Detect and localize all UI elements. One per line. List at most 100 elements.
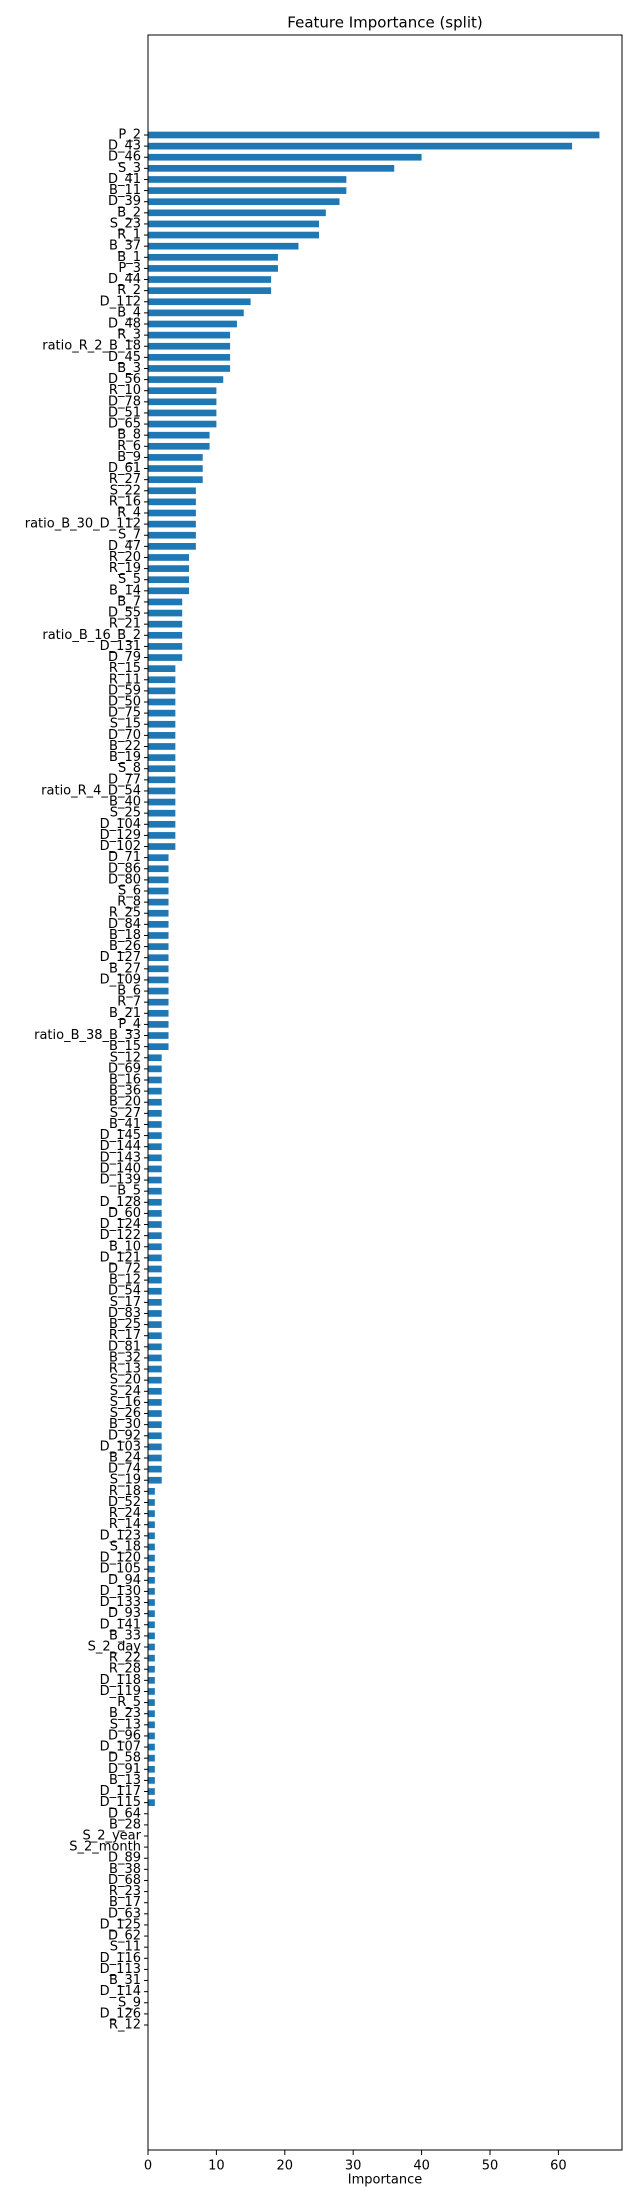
bar — [148, 1588, 155, 1595]
y-tick-label: B_7 — [117, 594, 141, 609]
bar — [148, 1254, 162, 1262]
y-tick-label: ratio_R_4_D_54 — [41, 783, 141, 798]
bar — [148, 198, 340, 206]
y-tick-label: D_89 — [108, 1851, 141, 1866]
y-tick-label: S_7 — [118, 528, 141, 543]
bar — [148, 420, 217, 428]
y-tick-label: S_20 — [110, 1373, 141, 1388]
bar — [148, 509, 196, 517]
bar — [148, 909, 169, 917]
y-tick-label: D_86 — [108, 861, 141, 876]
y-tick-label: B_8 — [117, 428, 141, 443]
bar — [148, 276, 272, 283]
bar — [148, 1009, 169, 1017]
bar — [148, 1643, 155, 1651]
y-tick-label: D_61 — [108, 461, 141, 476]
bar — [148, 1799, 155, 1806]
y-tick-label: S_17 — [110, 1295, 141, 1310]
y-tick-label: D_125 — [100, 1917, 141, 1932]
y-tick-label: R_1 — [117, 228, 141, 243]
bar — [148, 1421, 162, 1428]
x-tick-label: 40 — [413, 2159, 430, 2174]
bar — [148, 309, 244, 317]
y-tick-label: D_74 — [108, 1462, 141, 1477]
y-tick-label: S_22 — [110, 483, 141, 498]
y-tick-label: D_104 — [100, 817, 141, 832]
y-tick-label: D_116 — [100, 1951, 141, 1966]
bar — [148, 442, 210, 450]
bar — [148, 1165, 162, 1173]
bar — [148, 142, 573, 150]
y-tick-label: R_8 — [117, 895, 141, 910]
bar — [148, 1076, 162, 1084]
y-tick-label: S_16 — [110, 1395, 141, 1410]
bar — [148, 776, 176, 784]
bar — [148, 1387, 162, 1395]
y-tick-label: D_113 — [100, 1962, 141, 1977]
y-tick-label: D_92 — [108, 1428, 141, 1443]
bar — [148, 354, 231, 361]
bar — [148, 342, 231, 350]
bar — [148, 1243, 162, 1251]
y-tick-label: D_131 — [100, 639, 141, 654]
y-tick-label: R_2 — [117, 283, 141, 298]
bar — [148, 1443, 162, 1451]
y-tick-label: B_5 — [117, 1184, 141, 1199]
y-tick-label: D_79 — [108, 650, 141, 665]
y-tick-label: R_22 — [109, 1651, 141, 1666]
y-tick-label: B_30 — [109, 1417, 141, 1432]
bar — [148, 743, 176, 750]
y-tick-label: D_144 — [100, 1139, 141, 1154]
y-tick-label: R_17 — [109, 1328, 141, 1343]
y-tick-label: D_58 — [108, 1751, 141, 1766]
bar — [148, 1710, 155, 1718]
bar — [148, 1032, 169, 1039]
y-tick-label: S_24 — [110, 1384, 141, 1399]
y-tick-label: D_77 — [108, 772, 141, 787]
bar — [148, 1376, 162, 1384]
y-tick-label: R_23 — [109, 1884, 141, 1899]
bar — [148, 1632, 155, 1640]
bar — [148, 1232, 162, 1239]
bar — [148, 1265, 162, 1273]
y-tick-label: B_21 — [109, 1006, 141, 1021]
y-tick-label: S_19 — [110, 1473, 141, 1488]
y-tick-label: D_130 — [100, 1584, 141, 1599]
y-tick-label: D_51 — [108, 405, 141, 420]
bar — [148, 1065, 162, 1073]
y-tick-label: B_22 — [109, 739, 141, 754]
bar — [148, 1499, 155, 1506]
y-tick-label: D_46 — [108, 150, 141, 165]
y-tick-label: R_24 — [109, 1506, 141, 1521]
y-tick-label: D_112 — [100, 294, 141, 309]
y-tick-label: B_40 — [109, 795, 141, 810]
bar — [148, 643, 183, 650]
y-tick-label: R_6 — [117, 439, 141, 454]
y-tick-label: D_109 — [100, 972, 141, 987]
y-tick-label: D_129 — [100, 828, 141, 843]
bar — [148, 1765, 155, 1773]
bar — [148, 176, 347, 183]
y-tick-label: S_2_month — [69, 1840, 141, 1855]
y-tick-label: B_28 — [109, 1817, 141, 1832]
x-tick-label: 60 — [550, 2159, 567, 2174]
y-tick-label: D_115 — [100, 1795, 141, 1810]
bar — [148, 932, 169, 939]
y-tick-label: S_13 — [110, 1717, 141, 1732]
y-tick-label: S_3 — [118, 161, 141, 176]
x-axis-label: Importance — [348, 2173, 423, 2188]
y-tick-label: S_12 — [110, 1050, 141, 1065]
bar — [148, 1221, 162, 1228]
y-tick-label: D_50 — [108, 695, 141, 710]
y-tick-label: D_62 — [108, 1929, 141, 1944]
bar — [148, 1310, 162, 1317]
y-tick-label: P_3 — [118, 261, 141, 276]
y-tick-label: D_72 — [108, 1262, 141, 1277]
bar — [148, 1654, 155, 1662]
y-tick-label: S_23 — [110, 216, 141, 231]
y-tick-label: D_143 — [100, 1150, 141, 1165]
y-tick-label: S_11 — [110, 1940, 141, 1955]
bar — [148, 1610, 155, 1617]
y-tick-label: ratio_R_2_B_18 — [42, 339, 141, 354]
bar — [148, 732, 176, 739]
